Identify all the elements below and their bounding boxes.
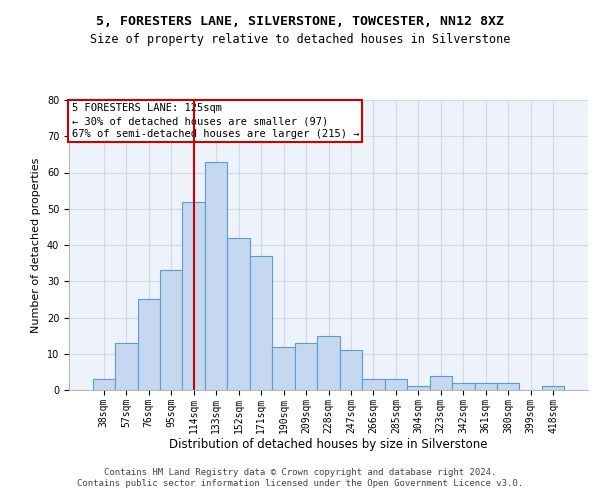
- Bar: [92, 379, 115, 390]
- Bar: [340, 350, 362, 390]
- Text: Contains HM Land Registry data © Crown copyright and database right 2024.
Contai: Contains HM Land Registry data © Crown c…: [77, 468, 523, 487]
- Text: 5 FORESTERS LANE: 125sqm
← 30% of detached houses are smaller (97)
67% of semi-d: 5 FORESTERS LANE: 125sqm ← 30% of detach…: [71, 103, 359, 140]
- Text: Size of property relative to detached houses in Silverstone: Size of property relative to detached ho…: [90, 32, 510, 46]
- Bar: [317, 336, 340, 390]
- Bar: [272, 346, 295, 390]
- Bar: [205, 162, 227, 390]
- Bar: [497, 383, 520, 390]
- Bar: [160, 270, 182, 390]
- Bar: [385, 379, 407, 390]
- Bar: [475, 383, 497, 390]
- X-axis label: Distribution of detached houses by size in Silverstone: Distribution of detached houses by size …: [169, 438, 488, 452]
- Bar: [452, 383, 475, 390]
- Bar: [182, 202, 205, 390]
- Bar: [362, 379, 385, 390]
- Bar: [137, 300, 160, 390]
- Bar: [227, 238, 250, 390]
- Bar: [295, 343, 317, 390]
- Bar: [250, 256, 272, 390]
- Text: 5, FORESTERS LANE, SILVERSTONE, TOWCESTER, NN12 8XZ: 5, FORESTERS LANE, SILVERSTONE, TOWCESTE…: [96, 15, 504, 28]
- Bar: [430, 376, 452, 390]
- Bar: [115, 343, 137, 390]
- Bar: [542, 386, 565, 390]
- Y-axis label: Number of detached properties: Number of detached properties: [31, 158, 41, 332]
- Bar: [407, 386, 430, 390]
